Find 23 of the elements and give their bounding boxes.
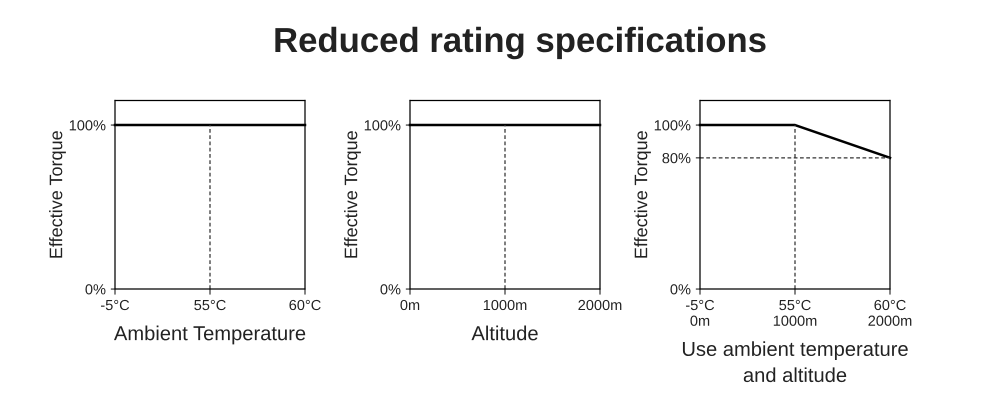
y-tick-label: 0% <box>85 284 106 294</box>
chart-title: Reduced rating specifications <box>275 26 766 60</box>
x-axis-title: Ambient Temperature <box>114 326 306 344</box>
y-tick-label: 0% <box>380 284 400 294</box>
x-tick-label: 60°C <box>289 300 321 310</box>
y-axis-title: Effective Torque <box>634 131 651 258</box>
x-tick-label: -5°C <box>100 300 130 310</box>
y-axis-title: Effective Torque <box>49 131 66 258</box>
x-tick-label: 0m <box>400 300 420 310</box>
x-axis-title: Use ambient temperature and altitude <box>682 341 908 382</box>
x-tick-label: 2000m <box>578 300 622 310</box>
y-tick-label: 100% <box>654 120 690 130</box>
x-tick-label: 60°C 2000m <box>868 300 912 326</box>
x-axis-title: Altitude <box>471 326 538 340</box>
x-tick-label: 55°C 1000m <box>774 300 816 326</box>
y-tick-label: 80% <box>662 152 690 164</box>
y-tick-label: 100% <box>364 120 400 130</box>
y-tick-label: 100% <box>70 120 106 130</box>
x-tick-label: -5°C 0m <box>686 300 714 326</box>
x-tick-label: 55°C <box>194 300 226 310</box>
y-tick-label: 0% <box>670 284 690 294</box>
y-axis-title: Effective Torque <box>344 131 361 258</box>
x-tick-label: 1000m <box>484 300 526 310</box>
